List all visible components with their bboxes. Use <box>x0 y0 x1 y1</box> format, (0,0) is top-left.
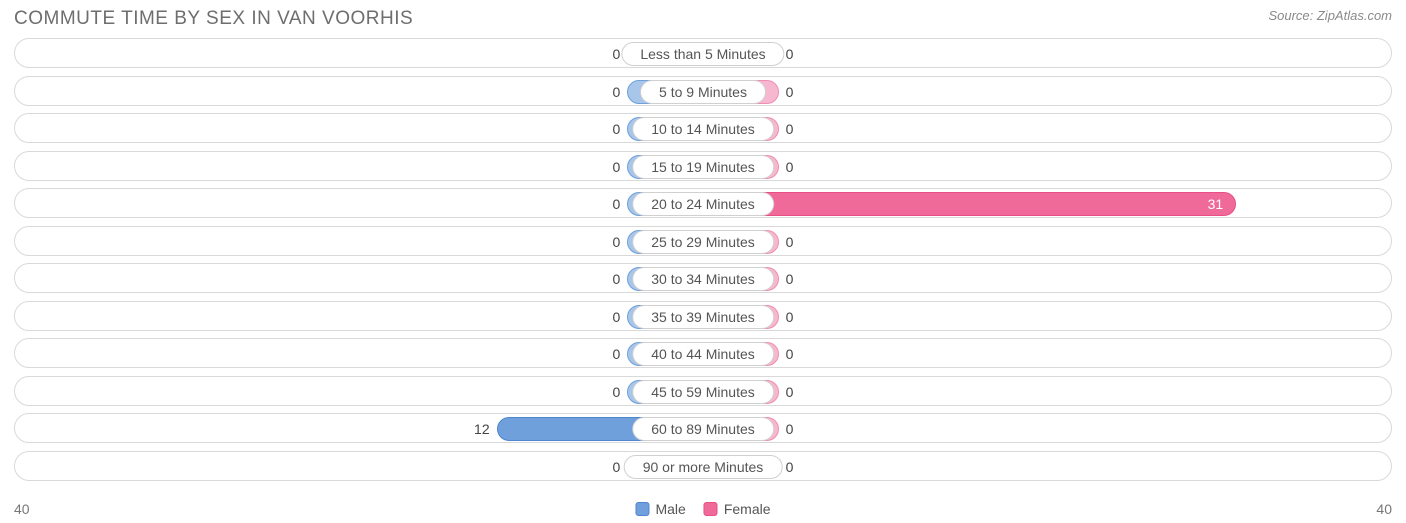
category-label: 20 to 24 Minutes <box>632 192 774 216</box>
female-value: 0 <box>778 271 804 287</box>
male-value: 0 <box>603 271 629 287</box>
category-label: 15 to 19 Minutes <box>632 155 774 179</box>
chart-row: 0 025 to 29 Minutes <box>14 226 1392 256</box>
female-value: 0 <box>778 384 804 400</box>
chart-row: 0 0 5 to 9 Minutes <box>14 76 1392 106</box>
axis-max-right: 40 <box>1376 501 1392 517</box>
female-value: 0 <box>778 159 804 175</box>
legend-female-label: Female <box>724 501 771 517</box>
chart-row: 0 040 to 44 Minutes <box>14 338 1392 368</box>
category-label: 10 to 14 Minutes <box>632 117 774 141</box>
category-label: 40 to 44 Minutes <box>632 342 774 366</box>
chart-row: 0090 or more Minutes <box>14 451 1392 481</box>
legend-item-male: Male <box>635 501 685 517</box>
category-label: 90 or more Minutes <box>624 455 783 479</box>
chart-row: 00Less than 5 Minutes <box>14 38 1392 68</box>
chart-row: 0 010 to 14 Minutes <box>14 113 1392 143</box>
female-value: 0 <box>778 84 804 100</box>
chart-row: 0 045 to 59 Minutes <box>14 376 1392 406</box>
male-value: 0 <box>603 384 629 400</box>
female-value: 0 <box>778 121 804 137</box>
male-value: 0 <box>603 346 629 362</box>
female-bar: 31 <box>703 192 1236 216</box>
category-label: Less than 5 Minutes <box>621 42 784 66</box>
chart-row: 0 030 to 34 Minutes <box>14 263 1392 293</box>
male-swatch-icon <box>635 502 649 516</box>
legend-male-label: Male <box>655 501 685 517</box>
axis-max-left: 40 <box>14 501 30 517</box>
female-value: 0 <box>778 346 804 362</box>
category-label: 45 to 59 Minutes <box>632 380 774 404</box>
male-value: 0 <box>603 121 629 137</box>
male-value: 0 <box>603 159 629 175</box>
chart-row: 0 015 to 19 Minutes <box>14 151 1392 181</box>
female-value: 0 <box>778 421 804 437</box>
legend: Male Female <box>635 501 770 517</box>
female-swatch-icon <box>704 502 718 516</box>
chart-row: 0 035 to 39 Minutes <box>14 301 1392 331</box>
source-attribution: Source: ZipAtlas.com <box>1268 8 1392 23</box>
chart-row: 0 31 20 to 24 Minutes <box>14 188 1392 218</box>
male-value: 12 <box>464 421 498 437</box>
male-value: 0 <box>603 309 629 325</box>
male-value: 0 <box>603 234 629 250</box>
chart-area: 00Less than 5 Minutes005 to 9 Minutes001… <box>0 34 1406 481</box>
category-label: 25 to 29 Minutes <box>632 230 774 254</box>
male-value: 0 <box>603 84 629 100</box>
female-value: 0 <box>778 234 804 250</box>
category-label: 60 to 89 Minutes <box>632 417 774 441</box>
category-label: 5 to 9 Minutes <box>640 80 766 104</box>
chart-row: 12 060 to 89 Minutes <box>14 413 1392 443</box>
legend-item-female: Female <box>704 501 771 517</box>
category-label: 30 to 34 Minutes <box>632 267 774 291</box>
female-value: 0 <box>778 309 804 325</box>
category-label: 35 to 39 Minutes <box>632 305 774 329</box>
male-value: 0 <box>603 196 629 212</box>
female-value: 31 <box>1208 196 1236 212</box>
chart-title: COMMUTE TIME BY SEX IN VAN VOORHIS <box>14 8 413 30</box>
